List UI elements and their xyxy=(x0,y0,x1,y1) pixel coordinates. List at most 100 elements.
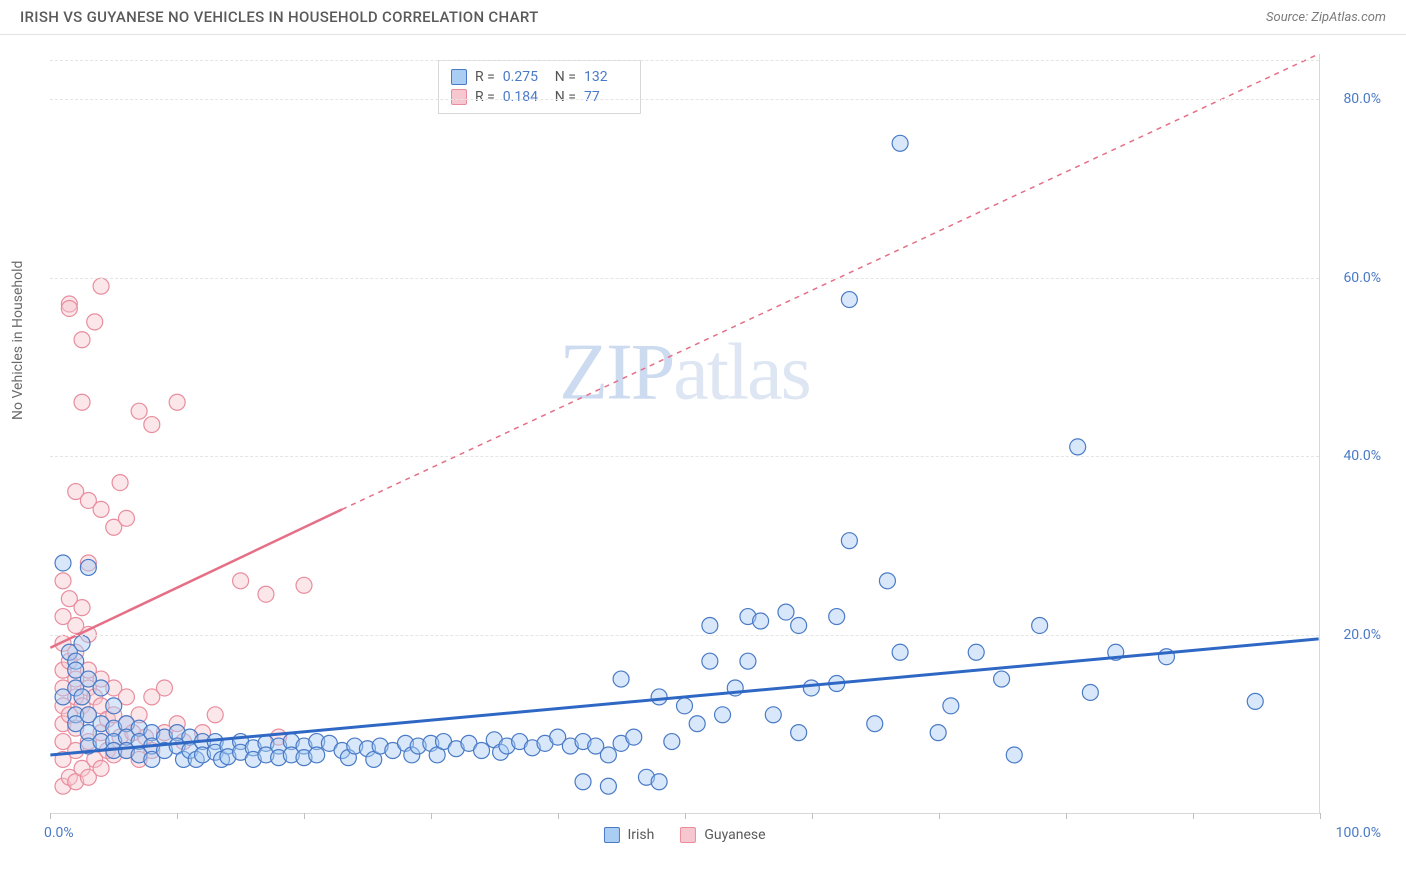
scatter-point xyxy=(474,743,490,759)
scatter-point xyxy=(803,680,819,696)
scatter-point xyxy=(575,774,591,790)
scatter-point xyxy=(600,778,616,794)
r-label: R = xyxy=(475,69,495,85)
n-value-guyanese: 77 xyxy=(584,89,628,105)
n-label: N = xyxy=(555,89,576,105)
scatter-point xyxy=(651,689,667,705)
correlation-legend-row-guyanese: R = 0.184 N = 77 xyxy=(451,87,628,107)
r-label: R = xyxy=(475,89,495,105)
r-value-irish: 0.275 xyxy=(503,69,547,85)
gridline xyxy=(50,278,1319,279)
scatter-point xyxy=(1070,439,1086,455)
scatter-point xyxy=(677,698,693,714)
scatter-point xyxy=(93,278,109,294)
legend-label-irish: Irish xyxy=(627,827,654,843)
scatter-point xyxy=(765,707,781,723)
scatter-point xyxy=(930,725,946,741)
scatter-point xyxy=(702,617,718,633)
trend-line xyxy=(50,639,1318,755)
scatter-point xyxy=(740,653,756,669)
scatter-point xyxy=(892,135,908,151)
r-value-guyanese: 0.184 xyxy=(503,89,547,105)
x-tick xyxy=(431,813,432,819)
gridline xyxy=(50,60,1319,61)
n-value-irish: 132 xyxy=(584,69,628,85)
scatter-point xyxy=(600,747,616,763)
scatter-svg xyxy=(50,54,1319,813)
swatch-guyanese xyxy=(451,89,467,105)
scatter-point xyxy=(968,644,984,660)
scatter-point xyxy=(74,689,90,705)
scatter-point xyxy=(841,533,857,549)
scatter-point xyxy=(791,725,807,741)
scatter-point xyxy=(87,314,103,330)
swatch-irish xyxy=(451,69,467,85)
legend-item-irish: Irish xyxy=(603,827,654,843)
scatter-point xyxy=(106,698,122,714)
scatter-point xyxy=(296,577,312,593)
scatter-point xyxy=(131,403,147,419)
x-tick xyxy=(177,813,178,819)
scatter-point xyxy=(74,394,90,410)
trend-line xyxy=(50,509,342,647)
scatter-point xyxy=(309,747,325,763)
x-tick xyxy=(812,813,813,819)
y-tick-label: 80.0% xyxy=(1343,91,1381,107)
series-legend: Irish Guyanese xyxy=(603,827,765,843)
scatter-point xyxy=(994,671,1010,687)
scatter-point xyxy=(651,774,667,790)
scatter-point xyxy=(791,617,807,633)
scatter-point xyxy=(55,573,71,589)
x-tick xyxy=(50,813,51,819)
scatter-point xyxy=(702,653,718,669)
x-tick-label-min: 0.0% xyxy=(44,825,74,841)
n-label: N = xyxy=(555,69,576,85)
scatter-point xyxy=(1032,617,1048,633)
gridline xyxy=(50,456,1319,457)
scatter-point xyxy=(753,613,769,629)
scatter-point xyxy=(892,644,908,660)
scatter-point xyxy=(689,716,705,732)
chart-source: Source: ZipAtlas.com xyxy=(1266,10,1386,25)
scatter-point xyxy=(664,734,680,750)
scatter-point xyxy=(118,510,134,526)
scatter-point xyxy=(613,671,629,687)
scatter-point xyxy=(93,760,109,776)
y-axis-label: No Vehicles in Household xyxy=(10,261,26,420)
legend-item-guyanese: Guyanese xyxy=(680,827,765,843)
scatter-point xyxy=(943,698,959,714)
scatter-point xyxy=(829,609,845,625)
chart-plot-area: ZIPatlas R = 0.275 N = 132 R = 0.184 N =… xyxy=(50,54,1320,814)
correlation-legend-row-irish: R = 0.275 N = 132 xyxy=(451,67,628,87)
scatter-point xyxy=(80,559,96,575)
legend-swatch-guyanese xyxy=(680,827,696,843)
scatter-point xyxy=(867,716,883,732)
x-tick xyxy=(939,813,940,819)
scatter-point xyxy=(1006,747,1022,763)
legend-label-guyanese: Guyanese xyxy=(704,827,765,843)
x-tick xyxy=(304,813,305,819)
scatter-point xyxy=(55,555,71,571)
scatter-point xyxy=(156,680,172,696)
scatter-point xyxy=(169,394,185,410)
scatter-point xyxy=(74,635,90,651)
x-tick-label-max: 100.0% xyxy=(1336,825,1381,841)
x-tick xyxy=(558,813,559,819)
scatter-point xyxy=(144,417,160,433)
legend-swatch-irish xyxy=(603,827,619,843)
scatter-point xyxy=(74,332,90,348)
scatter-point xyxy=(74,600,90,616)
scatter-point xyxy=(778,604,794,620)
y-tick-label: 20.0% xyxy=(1343,627,1381,643)
gridline xyxy=(50,635,1319,636)
scatter-point xyxy=(879,573,895,589)
gridline xyxy=(50,99,1319,100)
chart-title: IRISH VS GUYANESE NO VEHICLES IN HOUSEHO… xyxy=(20,8,539,26)
scatter-point xyxy=(61,300,77,316)
y-tick-label: 40.0% xyxy=(1343,448,1381,464)
scatter-point xyxy=(207,707,223,723)
scatter-point xyxy=(93,680,109,696)
scatter-point xyxy=(1247,693,1263,709)
scatter-point xyxy=(1082,684,1098,700)
scatter-point xyxy=(258,586,274,602)
